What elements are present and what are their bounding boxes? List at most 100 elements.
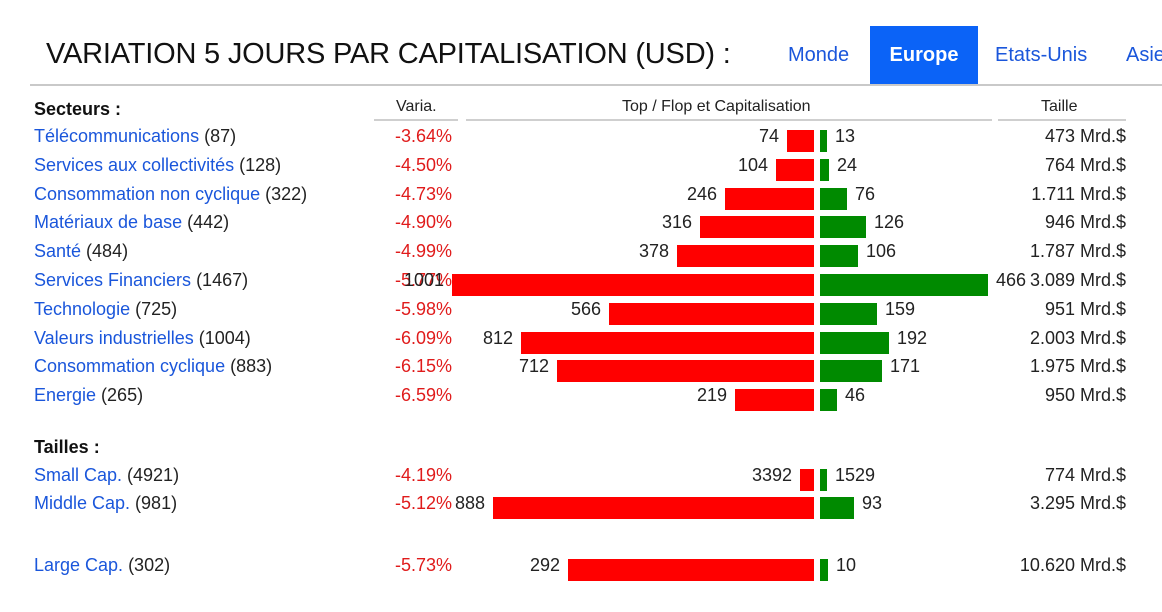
table-row: Large Cap. (302) -5.73% 292 10 10.620 Mrd.$ [0, 555, 1162, 583]
tab-europe[interactable]: Europe [870, 26, 978, 84]
row-label: Small Cap. (4921) [34, 465, 179, 486]
section-heading-sizes: Tailles : [34, 437, 100, 457]
top-bar [820, 245, 858, 268]
flop-count-label: 566 [570, 298, 601, 319]
top-count-label: 10 [836, 555, 857, 575]
table-row: Services aux collectivités (128) -4.50% 10… [0, 155, 1162, 183]
flop-count-label: 292 [529, 555, 560, 575]
flop-bar [557, 360, 814, 383]
row-count: (1467) [191, 270, 249, 290]
variation-value: -4.90% [394, 212, 452, 233]
flop-bar [776, 158, 814, 181]
top-count-label: 126 [874, 212, 905, 233]
tab-monde[interactable]: Monde [788, 44, 850, 66]
top-count-label: 106 [866, 241, 897, 262]
top-count-label: 192 [897, 327, 928, 348]
top-bar [820, 331, 889, 354]
row-label: Energie (265) [34, 385, 143, 406]
size-value: 764 Mrd.$ [1044, 154, 1126, 175]
page-title: VARIATION 5 JOURS PAR CAPITALISATION (US… [46, 38, 731, 70]
row-count: (484) [81, 241, 129, 262]
top-count-label: 159 [885, 298, 916, 319]
header-divider [30, 84, 1162, 86]
top-bar [820, 497, 854, 519]
flop-count-label: 219 [696, 385, 727, 406]
size-value: 946 Mrd.$ [1044, 212, 1126, 233]
row-count: (981) [130, 493, 178, 513]
tab-etats-unis[interactable]: Etats-Unis [995, 44, 1088, 66]
column-header-variation: Varia. [396, 98, 437, 115]
row-link[interactable]: Télécommunications [34, 126, 200, 146]
row-label: Services aux collectivités (128) [34, 155, 281, 176]
top-count-label: 46 [845, 385, 866, 406]
flop-count-label: 246 [686, 183, 717, 204]
size-value: 473 Mrd.$ [1044, 126, 1126, 146]
top-bar [820, 389, 837, 412]
top-bar [820, 158, 829, 181]
tab-asie[interactable]: Asie [1126, 44, 1162, 66]
variation-value: -4.73% [394, 183, 452, 204]
flop-count-label: 3392 [751, 465, 792, 485]
row-link[interactable]: Technologie [34, 298, 131, 319]
row-link[interactable]: Middle Cap. [34, 493, 131, 513]
column-underline [374, 119, 458, 121]
size-value: 1.711 Mrd.$ [1031, 183, 1126, 204]
row-link[interactable]: Energie [34, 385, 97, 406]
flop-count-label: 74 [758, 126, 779, 146]
flop-count-label: 888 [454, 493, 485, 513]
row-label: Consommation non cyclique (322) [34, 184, 307, 205]
row-count: (442) [182, 212, 230, 233]
row-link[interactable]: Valeurs industrielles [34, 327, 194, 348]
row-link[interactable]: Consommation non cyclique [34, 183, 261, 204]
row-label: Technologie (725) [34, 299, 177, 320]
column-underline [466, 119, 992, 121]
table-row: Santé (484) -4.99% 378 106 1.787 Mrd.$ [0, 241, 1162, 269]
row-link[interactable]: Large Cap. [34, 555, 124, 575]
row-count: (1004) [193, 327, 251, 348]
table-row: Middle Cap. (981) -5.12% 888 93 3.295 Mrd.$ [0, 493, 1162, 521]
flop-bar [521, 331, 814, 354]
top-count-label: 466 [996, 270, 1027, 290]
row-link[interactable]: Consommation cyclique [34, 356, 226, 377]
flop-bar [787, 130, 814, 152]
size-value: 1.975 Mrd.$ [1029, 356, 1126, 377]
variation-value: -6.15% [394, 356, 452, 377]
variation-value: -4.50% [394, 154, 452, 175]
row-count: (265) [96, 385, 144, 406]
table-row: Small Cap. (4921) -4.19% 3392 1529 774 Mrd.$ [0, 465, 1162, 493]
row-label: Santé (484) [34, 241, 128, 262]
row-link[interactable]: Services aux collectivités [34, 154, 235, 175]
top-count-label: 1529 [835, 465, 876, 485]
table-row: Télécommunications (87) -3.64% 74 13 473 Mrd… [0, 126, 1162, 154]
row-count: (883) [225, 356, 273, 377]
section-heading-sectors: Secteurs : [34, 99, 122, 119]
flop-bar [452, 274, 814, 296]
flop-bar [800, 469, 814, 491]
variation-value: -5.73% [394, 555, 452, 575]
row-link[interactable]: Matériaux de base [34, 212, 183, 233]
variation-value: -5.12% [394, 493, 452, 513]
flop-count-label: 712 [518, 356, 549, 377]
top-bar [820, 469, 827, 491]
top-bar [820, 216, 866, 239]
row-label: Télécommunications (87) [34, 126, 236, 147]
table-row: Valeurs industrielles (1004) -6.09% 812 192… [0, 328, 1162, 356]
top-bar [820, 559, 828, 581]
table-row: Energie (265) -6.59% 219 46 950 Mrd.$ [0, 385, 1162, 413]
row-count: (725) [130, 298, 178, 319]
column-header-size: Taille [1041, 98, 1078, 115]
size-value: 2.003 Mrd.$ [1029, 327, 1126, 348]
row-count: (4921) [122, 465, 180, 485]
row-link[interactable]: Small Cap. [34, 465, 123, 485]
flop-bar [725, 187, 814, 210]
row-link[interactable]: Santé [34, 241, 82, 262]
flop-count-label: 378 [638, 241, 669, 262]
size-value: 10.620 Mrd.$ [1019, 555, 1126, 575]
table-row: Technologie (725) -5.98% 566 159 951 Mrd.$ [0, 299, 1162, 327]
row-link[interactable]: Services Financiers [34, 270, 192, 290]
table-row: Matériaux de base (442) -4.90% 316 126 946 M… [0, 212, 1162, 240]
row-label: Middle Cap. (981) [34, 493, 177, 514]
top-count-label: 13 [835, 126, 856, 146]
row-count: (322) [260, 183, 308, 204]
flop-bar [493, 497, 814, 519]
